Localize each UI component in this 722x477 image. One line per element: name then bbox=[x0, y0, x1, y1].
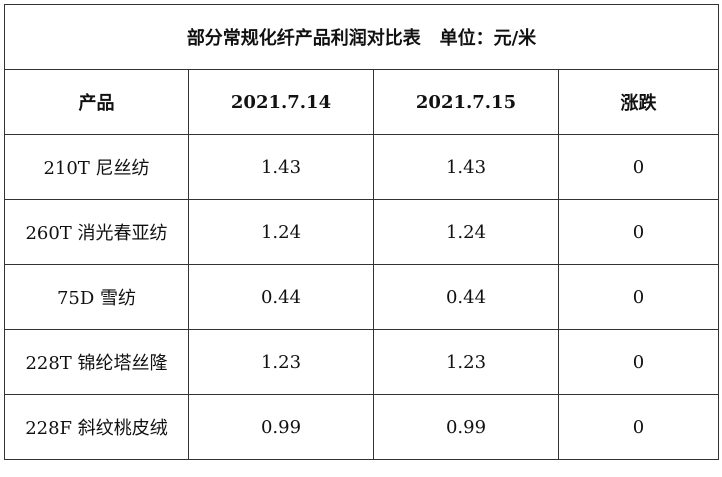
profit-table: 部分常规化纤产品利润对比表 单位：元/米 产品 2021.7.14 2021.7.1… bbox=[4, 4, 719, 460]
data-row: 75D 雪纺 0.44 0.44 0 bbox=[4, 264, 719, 330]
table-title: 部分常规化纤产品利润对比表 单位：元/米 bbox=[4, 4, 719, 70]
value-cell: 0 bbox=[558, 264, 719, 330]
header-cell: 2021.7.14 bbox=[188, 69, 374, 135]
header-cell: 涨跌 bbox=[558, 69, 719, 135]
product-cell: 228T 锦纶塔丝隆 bbox=[4, 329, 189, 395]
data-row: 228F 斜纹桃皮绒 0.99 0.99 0 bbox=[4, 394, 719, 460]
value-cell: 0.99 bbox=[188, 394, 374, 460]
product-cell: 75D 雪纺 bbox=[4, 264, 189, 330]
value-cell: 0.44 bbox=[373, 264, 559, 330]
value-cell: 0 bbox=[558, 134, 719, 200]
product-cell: 228F 斜纹桃皮绒 bbox=[4, 394, 189, 460]
value-cell: 1.43 bbox=[188, 134, 374, 200]
product-cell: 260T 消光春亚纺 bbox=[4, 199, 189, 265]
value-cell: 1.23 bbox=[373, 329, 559, 395]
title-row: 部分常规化纤产品利润对比表 单位：元/米 bbox=[4, 4, 719, 70]
value-cell: 0.99 bbox=[373, 394, 559, 460]
header-row: 产品 2021.7.14 2021.7.15 涨跌 bbox=[4, 69, 719, 135]
value-cell: 1.24 bbox=[373, 199, 559, 265]
data-row: 210T 尼丝纺 1.43 1.43 0 bbox=[4, 134, 719, 200]
value-cell: 1.24 bbox=[188, 199, 374, 265]
value-cell: 0 bbox=[558, 329, 719, 395]
header-cell: 产品 bbox=[4, 69, 189, 135]
header-cell: 2021.7.15 bbox=[373, 69, 559, 135]
value-cell: 0.44 bbox=[188, 264, 374, 330]
value-cell: 1.23 bbox=[188, 329, 374, 395]
value-cell: 0 bbox=[558, 199, 719, 265]
data-row: 260T 消光春亚纺 1.24 1.24 0 bbox=[4, 199, 719, 265]
product-cell: 210T 尼丝纺 bbox=[4, 134, 189, 200]
table-body: 部分常规化纤产品利润对比表 单位：元/米 产品 2021.7.14 2021.7.1… bbox=[4, 4, 719, 460]
data-row: 228T 锦纶塔丝隆 1.23 1.23 0 bbox=[4, 329, 719, 395]
value-cell: 1.43 bbox=[373, 134, 559, 200]
value-cell: 0 bbox=[558, 394, 719, 460]
